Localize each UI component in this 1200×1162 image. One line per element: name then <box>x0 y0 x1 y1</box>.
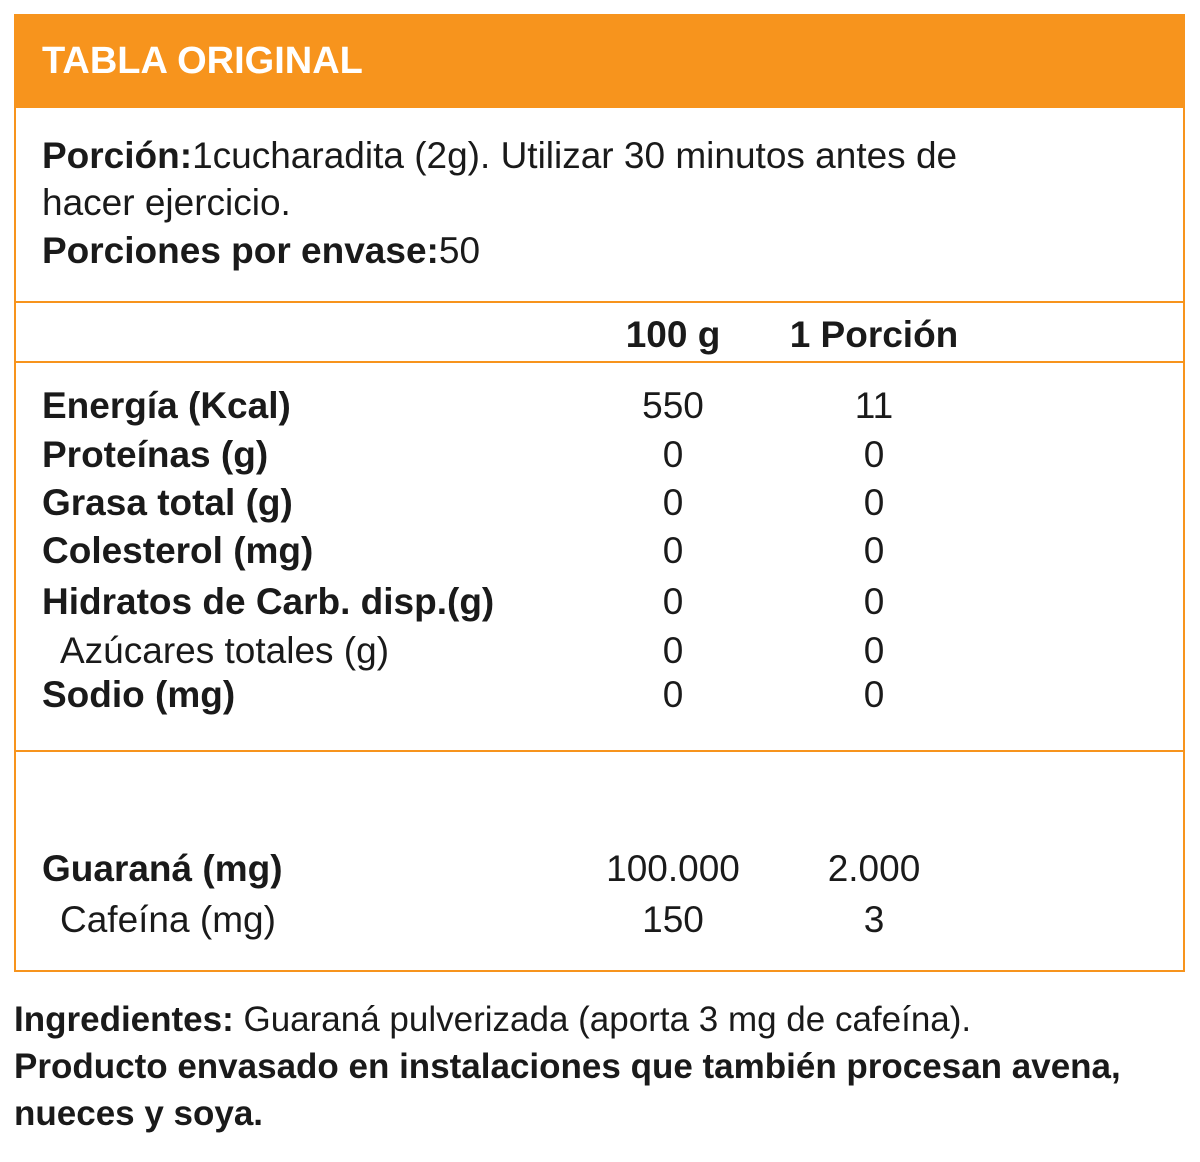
ingredients-line: Ingredientes: Guaraná pulverizada (aport… <box>14 996 971 1044</box>
nutrient-value-portion: 0 <box>863 482 885 523</box>
table-title: TABLA ORIGINAL <box>42 40 363 82</box>
nutrient-value-100g: 0 <box>662 674 684 715</box>
allergen-warning-2: nueces y soya. <box>14 1094 264 1133</box>
nutrient-value-100g: 0 <box>662 434 684 475</box>
servings-per-container: Porciones por envase:50 <box>42 228 480 274</box>
nutrient-name: Hidratos de Carb. disp.(g) <box>42 581 495 622</box>
nutrient-value-portion: 0 <box>863 674 885 715</box>
nutrient-name: Grasa total (g) <box>42 482 293 523</box>
nutrient-value-100g: 0 <box>662 530 684 571</box>
portion-label: Porción: <box>42 135 193 176</box>
nutrient-name: Colesterol (mg) <box>42 530 314 571</box>
table-header: TABLA ORIGINAL <box>16 16 1183 108</box>
extra-value-portion: 3 <box>863 899 885 940</box>
ingredients-label: Ingredientes: <box>14 1000 234 1039</box>
nutrient-value-portion: 0 <box>863 630 885 671</box>
nutrient-value-portion: 0 <box>863 530 885 571</box>
nutrient-subname: Azúcares totales (g) <box>60 630 390 671</box>
nutrient-name: Sodio (mg) <box>42 674 236 715</box>
portion-line-2: hacer ejercicio. <box>42 182 291 223</box>
divider <box>16 361 1183 363</box>
extra-subname: Cafeína (mg) <box>60 899 276 940</box>
extra-name: Guaraná (mg) <box>42 848 283 889</box>
portion-text: 1cucharadita (2g). Utilizar 30 minutos a… <box>192 135 958 176</box>
nutrient-name: Energía (Kcal) <box>42 385 291 426</box>
column-header-portion: 1 Porción <box>789 314 959 355</box>
column-header-100g: 100 g <box>625 314 721 355</box>
divider <box>16 750 1183 752</box>
nutrient-value-100g: 0 <box>662 581 684 622</box>
nutrient-value-portion: 0 <box>863 581 885 622</box>
portion-line: Porción:1cucharadita (2g). Utilizar 30 m… <box>42 133 957 179</box>
nutrient-value-100g: 550 <box>642 385 704 426</box>
extra-value-portion: 2.000 <box>827 848 921 889</box>
divider <box>16 301 1183 303</box>
ingredients-text: Guaraná pulverizada (aporta 3 mg de cafe… <box>233 1000 972 1039</box>
nutrient-value-portion: 0 <box>863 434 885 475</box>
extra-value-100g: 100.000 <box>606 848 740 889</box>
allergen-warning: Producto envasado en instalaciones que t… <box>14 1047 1121 1086</box>
nutrient-value-100g: 0 <box>662 630 684 671</box>
extra-value-100g: 150 <box>642 899 704 940</box>
servings-value: 50 <box>438 230 481 271</box>
nutrition-table: TABLA ORIGINAL Porción:1cucharadita (2g)… <box>14 14 1185 972</box>
nutrient-value-portion: 11 <box>854 385 894 426</box>
nutrient-value-100g: 0 <box>662 482 684 523</box>
nutrient-name: Proteínas (g) <box>42 434 269 475</box>
servings-label: Porciones por envase: <box>42 230 439 271</box>
